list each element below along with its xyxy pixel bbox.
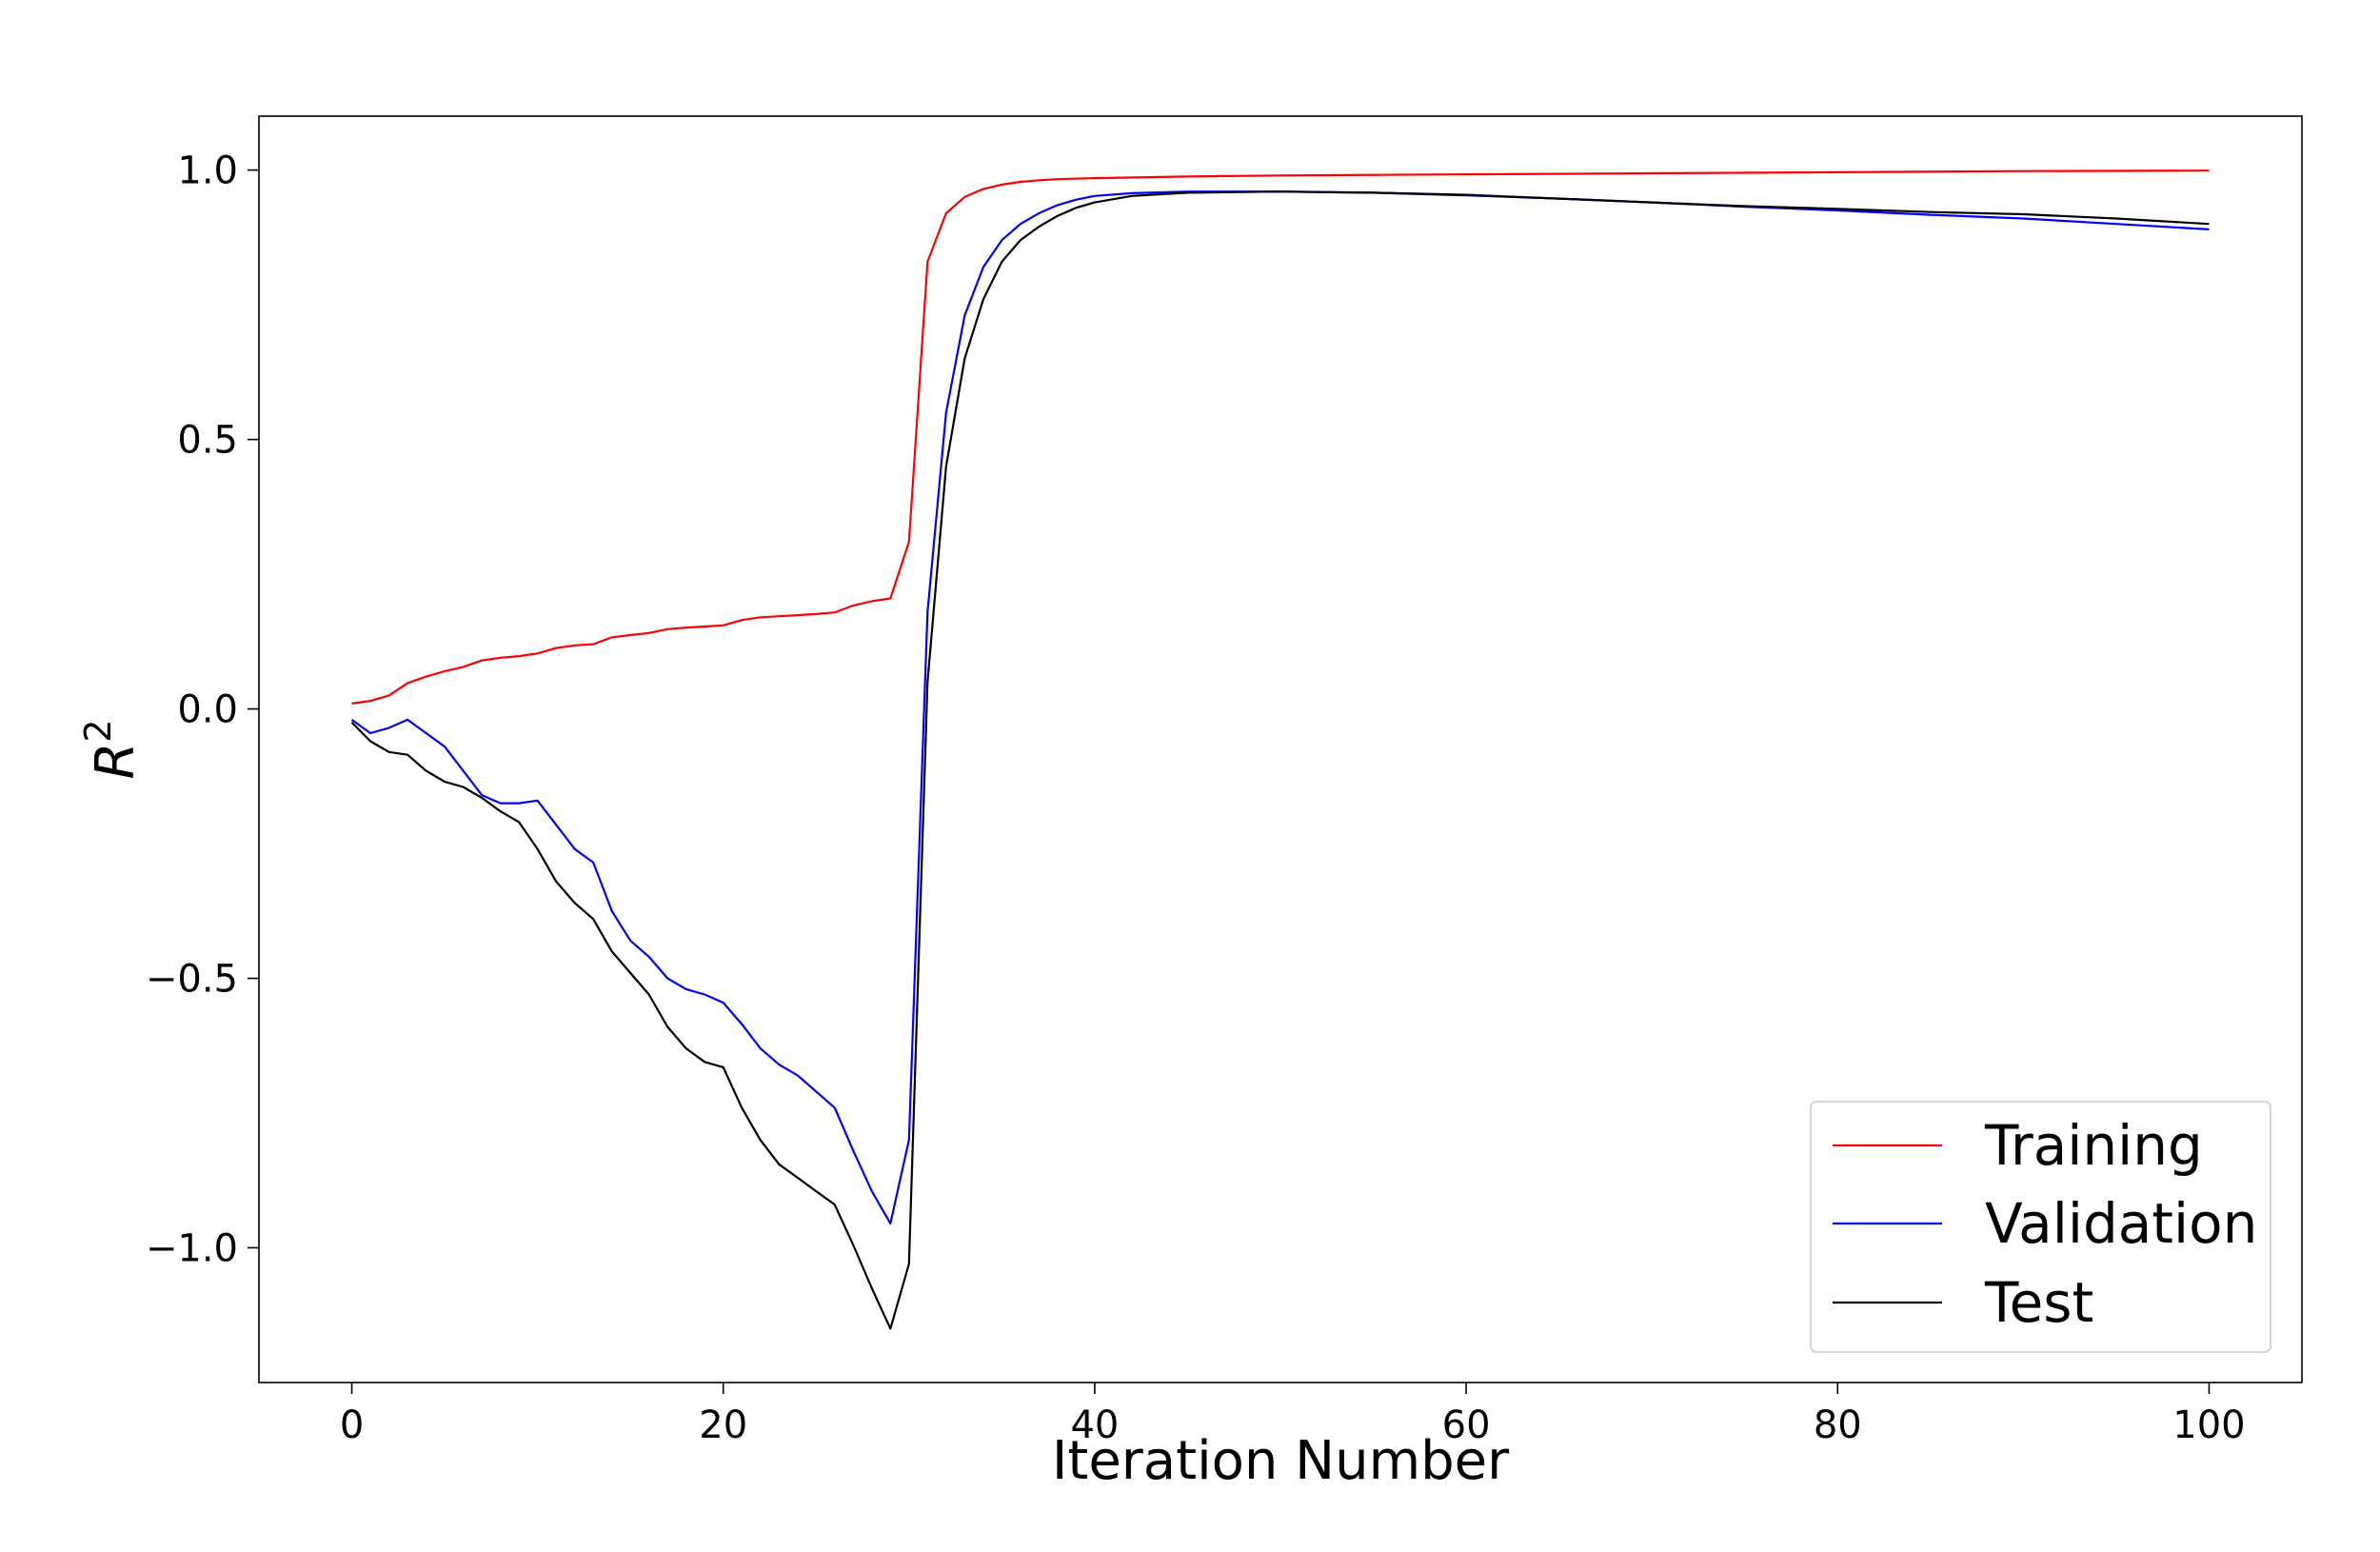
x-tick-label: 20 [699,1403,747,1447]
legend: Training Validation Test [1810,1101,2271,1353]
y-axis-label-base: R [85,743,147,780]
x-tick-label: 80 [1814,1403,1862,1447]
x-tick-label: 40 [1070,1403,1119,1447]
y-tick-label: −1.0 [146,1227,238,1271]
legend-label-training: Training [1984,1113,2203,1178]
x-tick-label: 60 [1442,1403,1491,1447]
y-tick-label: 0.0 [177,688,238,732]
y-axis-label: R2 [77,719,147,779]
x-tick-label: 100 [2172,1403,2245,1447]
legend-label-validation: Validation [1985,1191,2257,1256]
series-line-test [350,190,2210,1330]
legend-label-test: Test [1984,1270,2093,1335]
series-layer [350,169,2210,1330]
x-axis-label: Iteration Number [1052,1430,1510,1492]
y-axis-label-superscript: 2 [77,719,119,742]
legend-items: Training Validation Test [1833,1113,2257,1335]
y-tick-label: 0.5 [177,419,238,463]
legend-box [1810,1101,2271,1353]
x-axis: 0 20 40 60 80 100 [340,1383,2246,1447]
series-line-training [351,169,2210,705]
x-tick-label: 0 [340,1403,364,1447]
plot-frame [258,115,2303,1383]
y-tick-label: −0.5 [146,958,238,1002]
y-tick-label: 1.0 [177,149,238,193]
y-axis: −1.0 −0.5 0.0 0.5 1.0 [146,149,259,1271]
